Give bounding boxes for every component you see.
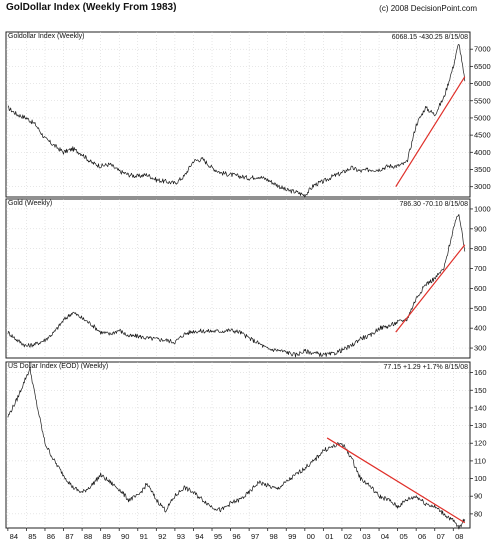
- x-tick-label: 98: [270, 532, 278, 541]
- panel-title: Gold (Weekly): [8, 200, 52, 207]
- x-tick-label: 84: [10, 532, 18, 541]
- y-tick-label: 6500: [474, 62, 491, 71]
- y-tick-label: 800: [474, 244, 487, 253]
- x-tick-label: 86: [47, 532, 55, 541]
- y-tick-label: 150: [474, 386, 487, 395]
- x-tick-label: 91: [140, 532, 148, 541]
- y-tick-label: 7000: [474, 45, 491, 54]
- last-value-label: 77.15 +1.29 +1.7% 8/15/08: [384, 364, 469, 371]
- x-tick-label: 94: [195, 532, 203, 541]
- trendline: [326, 437, 466, 524]
- panel-title: US Dollar Index (EOD) (Weekly): [8, 363, 108, 370]
- x-tick-label: 08: [455, 532, 463, 541]
- chart-credit: (c) 2008 DecisionPoint.com: [379, 4, 477, 13]
- y-tick-label: 700: [474, 264, 487, 273]
- y-tick-label: 4000: [474, 148, 491, 157]
- x-tick-label: 04: [381, 532, 389, 541]
- x-tick-label: 03: [362, 532, 370, 541]
- y-tick-label: 3000: [474, 182, 491, 191]
- y-tick-label: 3500: [474, 165, 491, 174]
- x-tick-label: 90: [121, 532, 129, 541]
- y-tick-label: 90: [474, 492, 482, 501]
- y-tick-label: 120: [474, 439, 487, 448]
- series-line: [7, 44, 466, 198]
- x-tick-label: 88: [84, 532, 92, 541]
- x-tick-label: 96: [232, 532, 240, 541]
- y-tick-label: 900: [474, 224, 487, 233]
- y-tick-label: 6000: [474, 79, 491, 88]
- x-tick-label: 89: [102, 532, 110, 541]
- panel-frame: [5, 198, 471, 359]
- y-tick-label: 130: [474, 421, 487, 430]
- x-tick-label: 97: [251, 532, 259, 541]
- x-tick-label: 99: [288, 532, 296, 541]
- panel-title: Goldollar Index (Weekly): [8, 33, 85, 40]
- y-tick-label: 4500: [474, 131, 491, 140]
- trendline: [395, 244, 466, 333]
- y-tick-label: 600: [474, 284, 487, 293]
- x-tick-label: 93: [177, 532, 185, 541]
- series-line: [7, 214, 466, 358]
- x-tick-label: 02: [344, 532, 352, 541]
- y-tick-label: 500: [474, 304, 487, 313]
- y-tick-label: 300: [474, 344, 487, 353]
- x-tick-label: 87: [65, 532, 73, 541]
- chart-title: GolDollar Index (Weekly From 1983): [6, 2, 177, 13]
- x-tick-label: 05: [399, 532, 407, 541]
- series-line: [7, 366, 466, 530]
- y-tick-label: 100: [474, 474, 487, 483]
- last-value-label: 786.30 -70.10 8/15/08: [399, 201, 468, 208]
- x-tick-label: 00: [307, 532, 315, 541]
- y-tick-label: 140: [474, 403, 487, 412]
- x-tick-label: 06: [418, 532, 426, 541]
- panel-frame: [5, 31, 471, 198]
- x-tick-label: 92: [158, 532, 166, 541]
- y-tick-label: 400: [474, 324, 487, 333]
- y-tick-label: 5500: [474, 96, 491, 105]
- y-tick-label: 80: [474, 509, 482, 518]
- y-tick-label: 5000: [474, 113, 491, 122]
- panel-frame: [5, 361, 471, 529]
- last-value-label: 6068.15 -430.25 8/15/08: [392, 34, 468, 41]
- x-tick-label: 01: [325, 532, 333, 541]
- y-tick-label: 160: [474, 368, 487, 377]
- trendline: [395, 76, 466, 188]
- x-tick-label: 95: [214, 532, 222, 541]
- x-tick-label: 07: [437, 532, 445, 541]
- y-tick-label: 1000: [474, 204, 491, 213]
- y-tick-label: 110: [474, 456, 486, 465]
- x-tick-label: 85: [28, 532, 36, 541]
